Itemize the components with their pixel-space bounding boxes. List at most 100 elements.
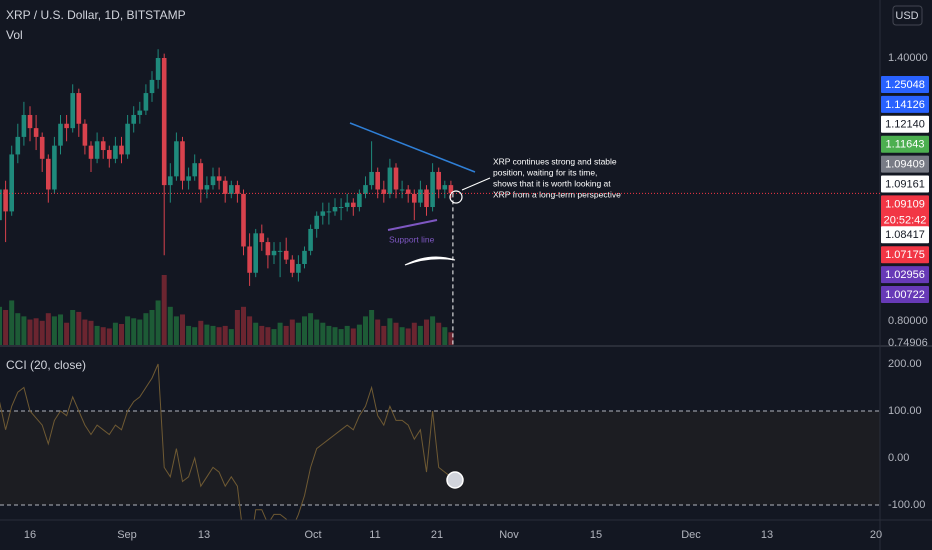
volume-bar <box>247 316 253 345</box>
support-label: Support line <box>389 234 435 244</box>
volume-bar <box>344 325 350 345</box>
volume-label: Vol <box>6 28 23 42</box>
candle-body <box>418 189 423 203</box>
volume-bar <box>155 300 161 345</box>
cci-title: CCI (20, close) <box>6 358 86 372</box>
candle-body <box>58 123 63 146</box>
circle-mark <box>446 471 464 489</box>
candle-body <box>375 171 380 190</box>
candle-body <box>186 176 191 181</box>
candle-body <box>131 114 136 124</box>
price-tag-label: 1.25048 <box>885 79 925 91</box>
annotation: XRP continues strong and stableposition,… <box>493 156 621 199</box>
candle-body <box>271 250 277 256</box>
annotation-line: XRP continues strong and stable <box>493 156 617 166</box>
candle-body <box>107 150 112 159</box>
candle-body <box>94 141 100 159</box>
annotation-line: position, waiting for its time, <box>493 167 597 177</box>
symbol-title: XRP / U.S. Dollar, 1D, BITSTAMP <box>6 8 186 22</box>
x-tick-label: Sep <box>117 529 137 541</box>
x-tick-label: 16 <box>24 529 36 541</box>
volume-bar <box>88 320 94 345</box>
candle-body <box>198 163 204 190</box>
arrow <box>461 177 491 191</box>
volume-bar <box>33 318 39 345</box>
volume-bar <box>64 322 70 345</box>
price-tag-label: 1.11643 <box>886 139 925 151</box>
candle-body <box>314 215 319 229</box>
volume-bar <box>125 316 131 345</box>
currency-badge[interactable] <box>892 5 923 26</box>
price-pane <box>0 49 454 345</box>
price-tag <box>881 115 929 133</box>
volume-bar <box>173 316 179 345</box>
volume-bar <box>289 319 295 345</box>
price-tag-label: 1.14126 <box>885 99 925 111</box>
candle-body <box>52 145 57 190</box>
candle-body <box>216 176 222 181</box>
volume-bar <box>143 313 149 345</box>
x-tick-label: 11 <box>369 529 380 541</box>
candle-body <box>442 185 448 190</box>
volume-bar <box>210 325 216 345</box>
volume-bar <box>253 322 259 345</box>
candle-body <box>235 185 240 194</box>
volume-bar <box>204 324 210 345</box>
candle-body <box>351 202 356 208</box>
price-tag <box>881 95 929 113</box>
candle-body <box>155 58 161 80</box>
candle-body <box>180 141 185 181</box>
candle-body <box>393 167 399 190</box>
currency[interactable]: USD <box>895 10 918 22</box>
price-tag-label: 1.09109 <box>885 198 925 210</box>
x-tick-label: Oct <box>304 529 321 541</box>
candle-body <box>357 193 362 208</box>
candle-body <box>436 171 441 190</box>
candle-body <box>82 123 88 146</box>
price-tag-label: 1.07175 <box>885 249 925 261</box>
volume-bar <box>283 325 289 345</box>
candle-body <box>338 207 344 209</box>
candle-body <box>64 123 69 129</box>
volume-bar <box>222 325 228 345</box>
candle-body <box>119 145 124 155</box>
volume-bar <box>131 318 137 345</box>
price-tag <box>881 135 929 153</box>
volume-bar <box>112 322 118 345</box>
candle-body <box>174 141 179 177</box>
price-tag <box>881 175 929 193</box>
volume-bar <box>180 314 185 345</box>
candle-body <box>222 180 228 194</box>
candle-body <box>381 189 387 194</box>
volume-bar <box>302 316 307 345</box>
cci-tick-label: 0.00 <box>888 452 909 464</box>
volume-bar <box>271 329 277 345</box>
cci-pane <box>0 363 880 520</box>
volume-bar <box>448 332 454 345</box>
candle-body <box>332 207 338 212</box>
volume-bar <box>369 310 375 345</box>
volume-bar <box>15 313 21 345</box>
price-tag <box>881 226 929 244</box>
volume-bar <box>387 318 393 345</box>
candle-body <box>39 136 45 159</box>
x-tick-label: 13 <box>761 529 773 541</box>
candle-body <box>143 93 149 111</box>
price-tag <box>881 76 929 93</box>
circle-mark <box>449 190 463 204</box>
candle-body <box>229 185 234 194</box>
volume-bar <box>9 300 15 345</box>
candle-body <box>88 145 94 159</box>
volume-bar <box>381 325 387 345</box>
volume-bar <box>393 322 399 345</box>
candle-body <box>70 93 75 129</box>
candle-body <box>290 259 295 273</box>
price-tag-label: 1.09409 <box>885 159 925 171</box>
volume-bar <box>216 327 222 345</box>
candle-body <box>424 189 429 208</box>
volume-bar <box>76 311 82 345</box>
volume-bar <box>308 313 314 345</box>
annotation-line: XRP from a long-term perspective <box>493 189 621 199</box>
candle-body <box>259 233 265 243</box>
volume-bar <box>332 327 338 345</box>
